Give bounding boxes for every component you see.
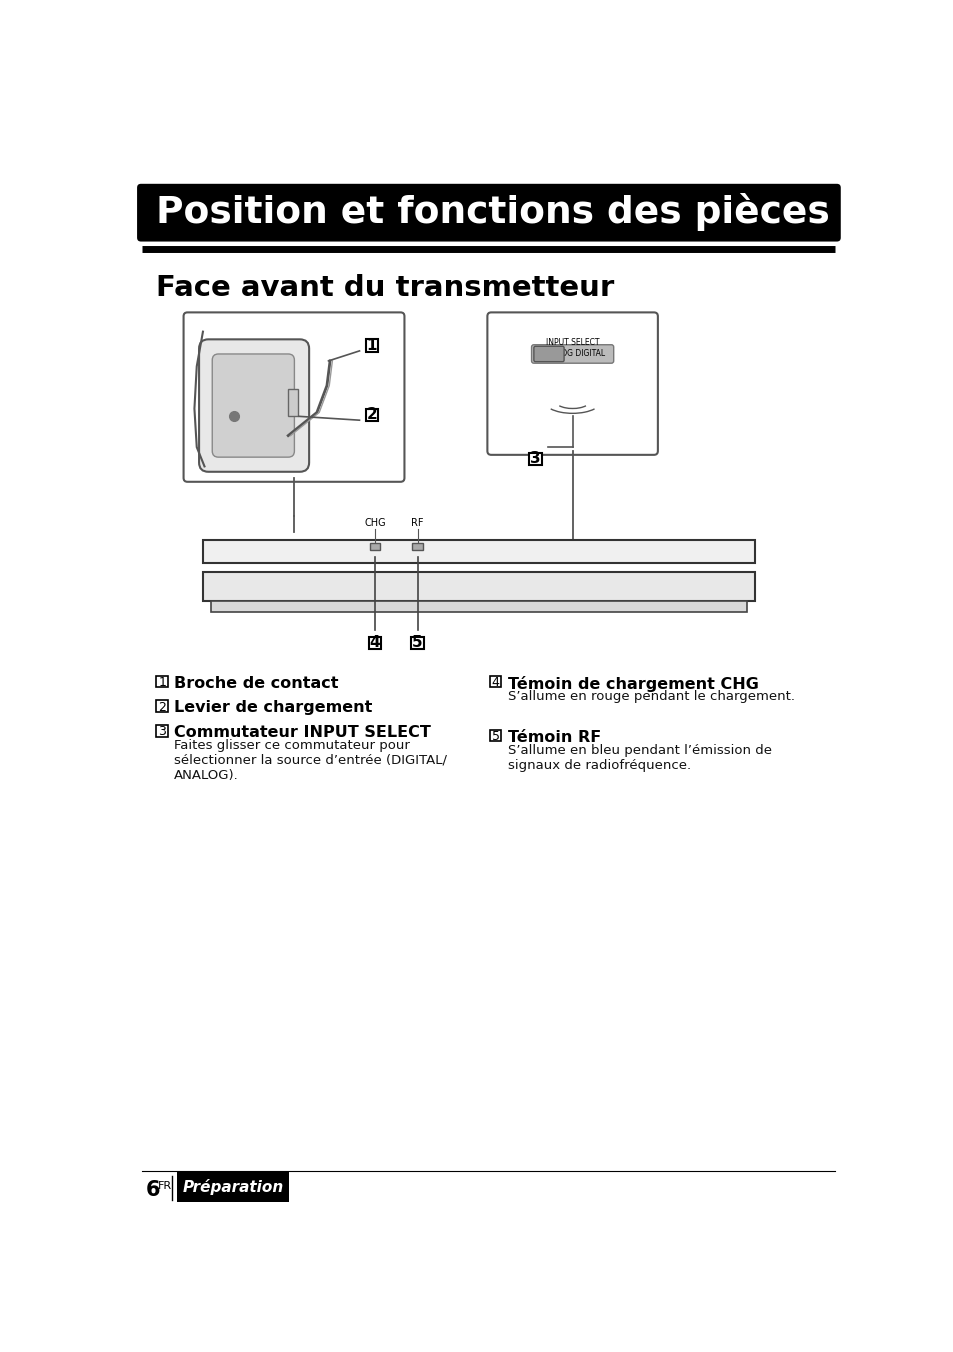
Text: 5: 5 [491,730,499,742]
Text: Faites glisser ce commutateur pour
sélectionner la source d’entrée (DIGITAL/
ANA: Faites glisser ce commutateur pour sélec… [174,740,447,781]
Text: 6: 6 [146,1180,160,1201]
Text: Face avant du transmetteur: Face avant du transmetteur [156,274,614,301]
Text: 3: 3 [530,452,540,466]
Bar [365,339,377,352]
Text: FR: FR [158,1182,172,1191]
Text: Préparation: Préparation [182,1179,283,1195]
Text: S’allume en rouge pendant le chargement.: S’allume en rouge pendant le chargement. [507,690,794,703]
Text: Commutateur INPUT SELECT: Commutateur INPUT SELECT [174,725,431,740]
Text: 5: 5 [412,635,422,650]
Text: RF: RF [411,518,423,529]
Bar [529,453,541,465]
Bar [288,389,297,416]
Bar [412,544,422,550]
Bar [176,1172,289,1202]
Text: INPUT SELECT
ANALOG DIGITAL: INPUT SELECT ANALOG DIGITAL [540,338,604,358]
Bar [156,700,168,713]
Text: 4: 4 [370,635,380,650]
FancyBboxPatch shape [203,539,754,562]
FancyBboxPatch shape [487,312,658,454]
Text: Position et fonctions des pièces: Position et fonctions des pièces [156,193,829,231]
Text: S’allume en bleu pendant l’émission de
signaux de radiofréquence.: S’allume en bleu pendant l’émission de s… [507,744,771,772]
Bar [156,725,168,737]
Bar [369,544,380,550]
Text: CHG: CHG [364,518,385,529]
Bar [156,676,168,687]
Text: 2: 2 [366,407,376,422]
FancyBboxPatch shape [212,354,294,457]
Bar [365,408,377,420]
Text: 2: 2 [158,700,166,714]
Bar [369,637,381,649]
FancyBboxPatch shape [534,346,563,362]
Bar [489,730,500,741]
Text: Témoin de chargement CHG: Témoin de chargement CHG [507,676,758,692]
Text: Levier de chargement: Levier de chargement [174,700,373,715]
Bar [489,676,500,687]
FancyBboxPatch shape [199,339,309,472]
Text: 4: 4 [491,676,499,690]
Bar [203,572,754,602]
FancyBboxPatch shape [137,184,840,242]
Text: Témoin RF: Témoin RF [507,730,600,745]
FancyBboxPatch shape [531,345,613,364]
Bar [411,637,423,649]
Text: 3: 3 [158,725,166,738]
FancyBboxPatch shape [183,312,404,481]
Text: 1: 1 [366,338,376,353]
Text: Broche de contact: Broche de contact [174,676,338,691]
Bar [211,602,746,612]
Text: 1: 1 [158,676,166,690]
